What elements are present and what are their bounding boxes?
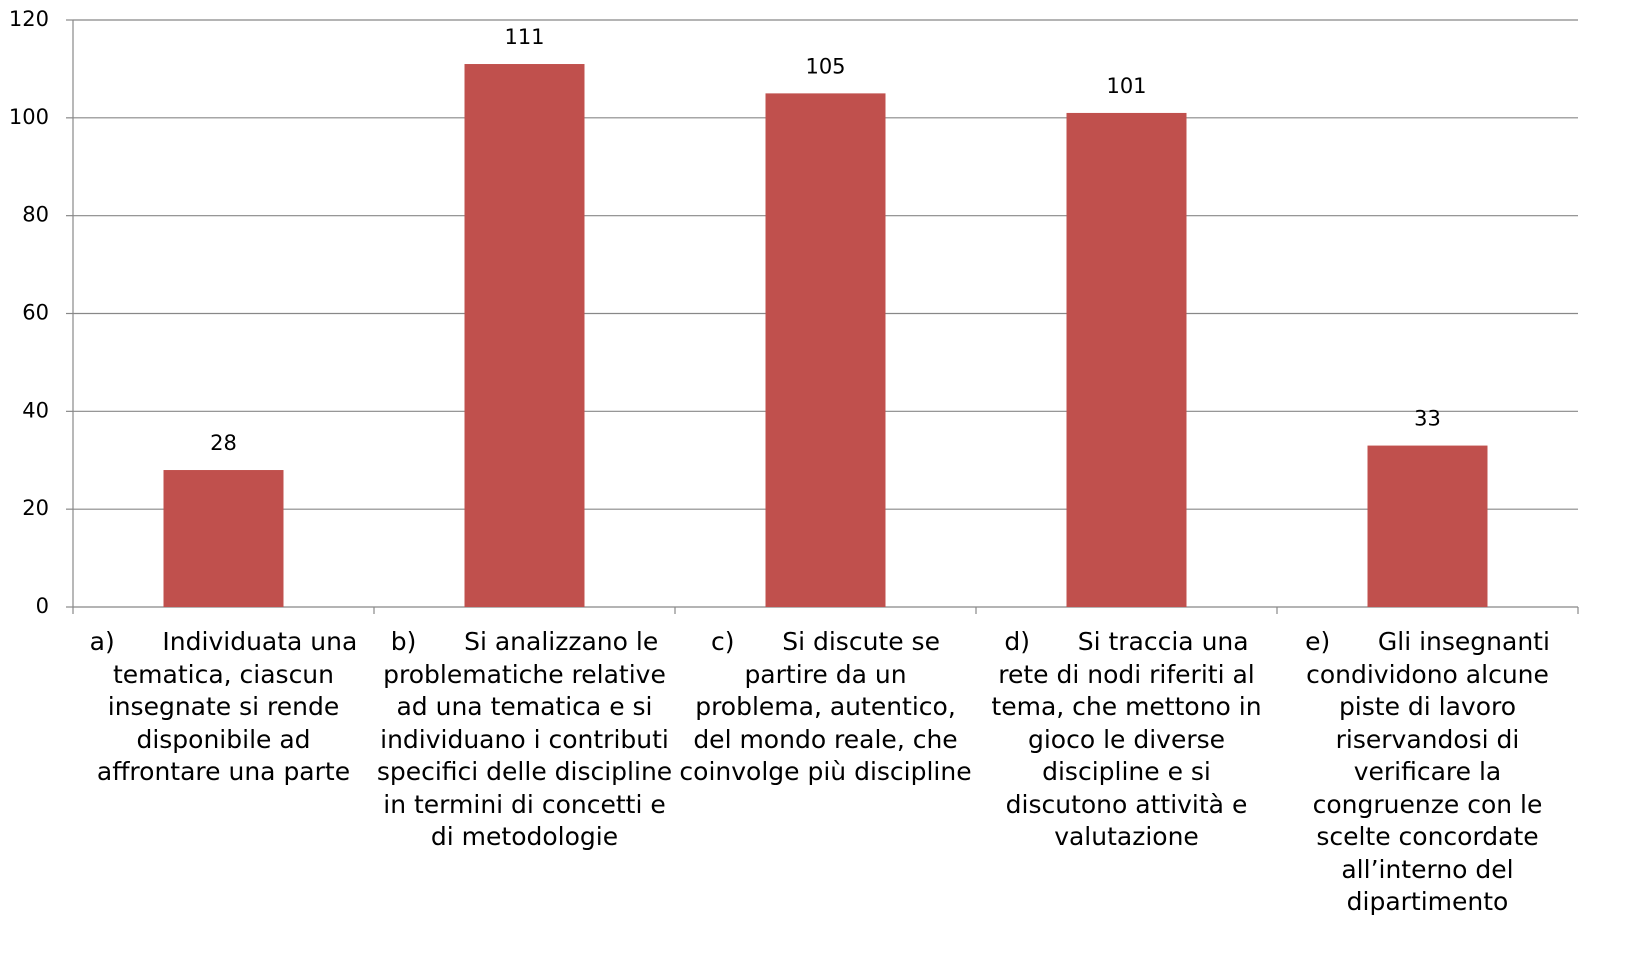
bar	[765, 93, 886, 607]
y-tick-label: 100	[9, 105, 49, 129]
bar	[1066, 112, 1187, 608]
y-tick-label: 20	[22, 496, 49, 520]
y-tick-label: 120	[9, 7, 49, 31]
y-tick-label: 60	[22, 301, 49, 325]
data-label: 105	[805, 54, 845, 78]
x-tick-label: b) Si analizzano le problematiche relati…	[376, 627, 681, 851]
data-label: 111	[504, 25, 544, 49]
x-tick-label: a) Individuata una tematica, ciascun ins…	[89, 627, 366, 786]
y-tick-label: 0	[36, 594, 49, 618]
data-label: 101	[1106, 74, 1146, 98]
y-tick-label: 40	[22, 398, 49, 422]
bar	[163, 470, 284, 607]
bar	[1367, 445, 1488, 607]
y-tick-label: 80	[22, 203, 49, 227]
bar	[464, 64, 585, 607]
data-label: 28	[210, 431, 237, 455]
x-tick-label: e) Gli insegnanti condividono alcune pis…	[1305, 627, 1558, 916]
data-label: 33	[1414, 407, 1441, 431]
x-tick-label: c) Si discute se partire da un problema,…	[679, 627, 972, 786]
x-tick-label: d) Si traccia una rete di nodi riferiti …	[991, 627, 1270, 851]
